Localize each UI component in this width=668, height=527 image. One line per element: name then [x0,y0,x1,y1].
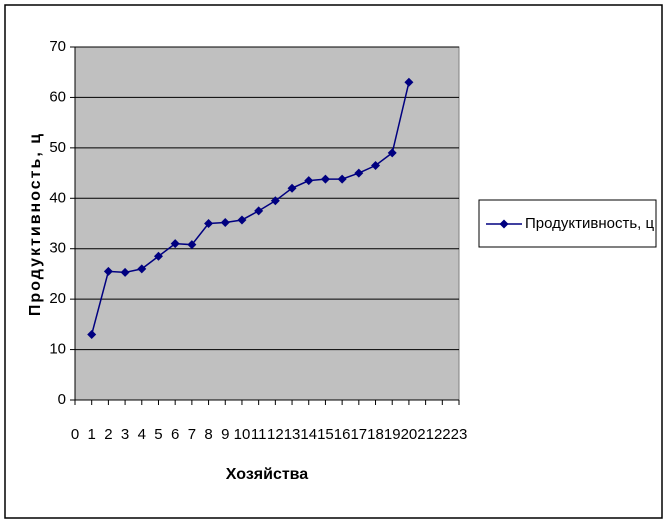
x-tick-label: 3 [121,426,129,443]
x-tick-label: 16 [334,426,351,443]
data-point [204,219,214,228]
x-tick-label: 15 [317,426,334,443]
legend-label: Продуктивность, ц [525,215,654,232]
legend-marker [499,219,509,229]
y-tick-label: 30 [49,240,66,257]
data-point [103,266,113,276]
y-tick-label: 0 [58,391,66,408]
y-tick-label: 70 [49,38,66,55]
data-point [404,77,414,87]
data-point [387,148,397,158]
x-tick-label: 20 [401,426,418,443]
data-point [254,206,264,216]
x-tick-label: 7 [188,426,196,443]
data-point [237,215,247,225]
x-tick-label: 14 [300,426,317,443]
data-point [304,176,314,186]
y-tick-label: 10 [49,341,66,358]
x-tick-label: 12 [267,426,284,443]
y-tick-label: 50 [49,139,66,156]
x-tick-label: 13 [284,426,301,443]
data-point [320,174,330,184]
x-tick-label: 10 [234,426,251,443]
data-point [371,161,381,171]
plot-area [74,46,460,401]
data-point [87,329,97,339]
y-tick-label: 40 [49,189,66,206]
x-tick-label: 22 [434,426,451,443]
x-tick-label: 18 [367,426,384,443]
data-point [270,196,280,206]
data-point [137,264,147,274]
x-tick-label: 21 [417,426,434,443]
data-point [220,217,230,227]
x-tick-label: 11 [251,426,267,443]
x-tick-label: 5 [154,426,162,443]
data-point [187,240,197,250]
x-tick-label: 19 [384,426,401,443]
x-tick-label: 0 [71,426,79,443]
data-point [287,183,297,193]
x-tick-label: 9 [221,426,229,443]
y-axis-title: Продуктивность, ц [27,132,44,316]
x-tick-label: 23 [451,426,468,443]
x-tick-label: 6 [171,426,179,443]
y-tick-label: 60 [49,88,66,105]
data-point [170,239,180,249]
y-tick-label: 20 [49,290,66,307]
x-tick-label: 8 [204,426,212,443]
x-axis-title: Хозяйства [226,466,309,483]
x-tick-label: 1 [88,426,96,443]
plot [70,46,460,405]
data-point [354,168,364,178]
x-tick-label: 4 [138,426,146,443]
data-point [153,251,163,261]
x-tick-label: 2 [104,426,112,443]
data-point [337,174,347,184]
data-point [120,267,130,277]
x-tick-label: 17 [350,426,367,443]
